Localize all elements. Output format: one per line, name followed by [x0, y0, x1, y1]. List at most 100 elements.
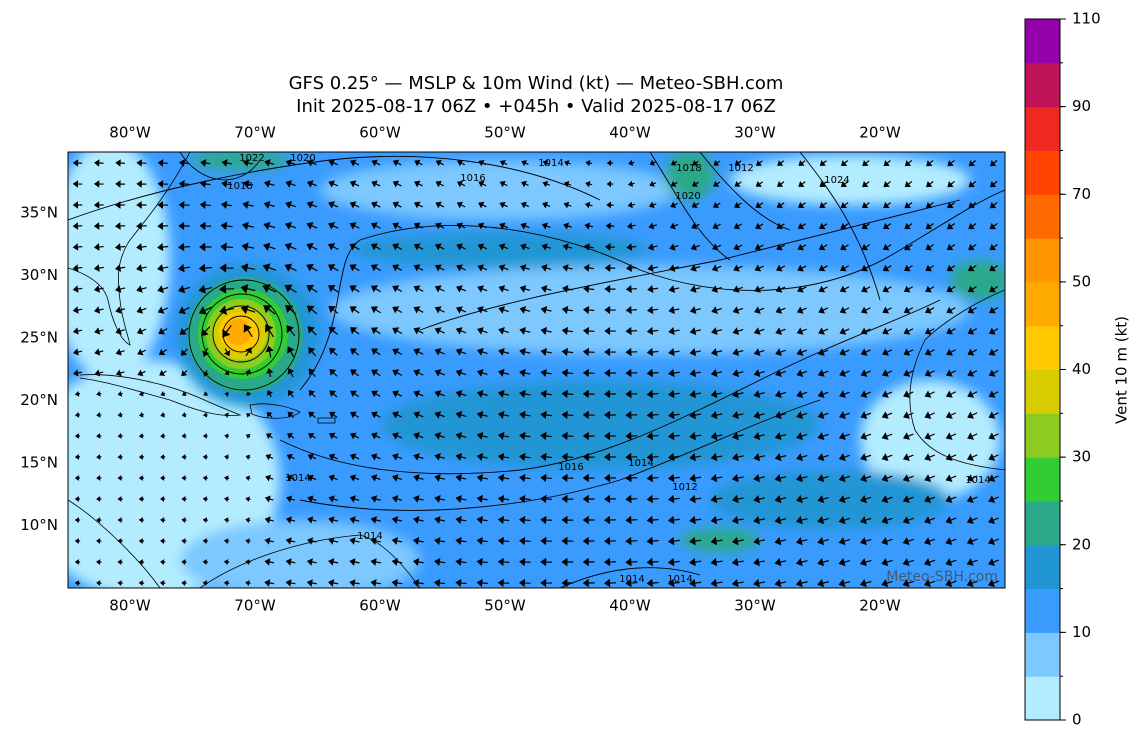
wind-arrow — [434, 515, 446, 524]
wind-arrow — [861, 285, 871, 293]
wind-arrow — [181, 538, 187, 545]
wind-arrow — [646, 452, 659, 462]
wind-arrow — [561, 326, 574, 336]
wind-arrow — [391, 578, 403, 587]
wind-arrow — [74, 475, 81, 481]
wind-arrow — [413, 495, 424, 503]
wind-arrow — [74, 538, 81, 544]
wind-arrow — [266, 390, 273, 398]
wind-arrow — [94, 327, 104, 335]
wind-arrow — [691, 222, 700, 230]
wind-arrow — [246, 413, 251, 418]
wind-arrow — [754, 264, 764, 272]
wind-arrow — [96, 517, 102, 523]
wind-arrow — [329, 432, 338, 440]
wind-arrow — [711, 327, 723, 336]
wind-arrow — [264, 579, 275, 587]
wind-arrow — [860, 495, 872, 504]
wind-arrow — [755, 160, 763, 166]
wind-arrow — [455, 431, 467, 440]
wind-arrow — [946, 285, 956, 293]
wind-arrow — [434, 578, 446, 588]
wind-arrow — [649, 159, 656, 166]
wind-arrow — [413, 390, 424, 398]
wind-arrow — [967, 285, 977, 293]
lon-label: 70°W — [234, 597, 276, 615]
wind-arrow — [263, 180, 275, 188]
contour-label: 1020 — [290, 153, 315, 164]
wind-arrow — [881, 516, 893, 525]
wind-arrow — [625, 410, 638, 420]
wind-arrow — [733, 222, 743, 230]
wind-arrow — [202, 538, 208, 545]
wind-arrow — [349, 306, 360, 314]
lon-label: 80°W — [109, 597, 151, 615]
wind-arrow — [245, 347, 252, 357]
wind-arrow — [180, 348, 188, 356]
wind-arrow — [774, 390, 787, 399]
wind-arrow — [540, 515, 552, 525]
wind-arrow — [93, 222, 104, 230]
wind-arrow — [924, 495, 936, 504]
wind-arrow — [604, 410, 616, 420]
wind-arrow — [774, 536, 787, 546]
wind-arrow — [74, 496, 81, 502]
colorbar-segment — [1025, 676, 1060, 721]
wind-arrow — [413, 516, 424, 524]
wind-arrow — [245, 454, 251, 461]
wind-arrow — [606, 201, 614, 209]
wind-arrow — [521, 180, 529, 188]
wind-arrow — [797, 264, 807, 272]
wind-arrow — [604, 326, 616, 336]
wind-arrow — [328, 180, 339, 188]
wind-arrow — [455, 473, 467, 482]
wind-arrow — [818, 285, 828, 293]
wind-arrow — [182, 391, 187, 396]
wind-arrow — [224, 433, 230, 439]
wind-arrow — [96, 496, 102, 502]
wind-arrow — [519, 285, 531, 293]
wind-arrow — [498, 243, 509, 251]
wind-arrow — [497, 410, 510, 419]
wind-arrow — [731, 515, 744, 525]
wind-arrow — [434, 432, 445, 440]
wind-arrow — [476, 515, 488, 525]
wind-arrow — [93, 285, 104, 293]
wind-arrow — [455, 348, 467, 356]
wind-arrow — [370, 306, 381, 314]
wind-arrow — [349, 579, 360, 587]
wind-arrow — [243, 324, 253, 338]
wind-arrow — [540, 285, 552, 293]
contour-label: 1014 — [285, 473, 310, 484]
wind-arrow — [945, 579, 957, 588]
wind-arrow — [371, 369, 381, 377]
wind-arrow — [74, 454, 81, 460]
wind-arrow — [710, 536, 723, 546]
wind-arrow — [776, 243, 785, 251]
wind-arrow — [646, 431, 659, 441]
wind-arrow — [160, 411, 166, 418]
wind-arrow — [753, 432, 765, 441]
wind-arrow — [265, 433, 273, 440]
wind-arrow — [711, 264, 722, 272]
wind-arrow — [860, 411, 872, 419]
wind-arrow — [732, 390, 744, 399]
wind-arrow — [774, 495, 787, 504]
wind-arrow — [542, 180, 550, 188]
wind-arrow — [667, 536, 680, 546]
wind-arrow — [138, 411, 145, 418]
lon-label: 20°W — [859, 597, 901, 615]
wind-arrow — [117, 390, 123, 397]
wind-arrow — [96, 454, 102, 460]
wind-arrow — [223, 559, 230, 566]
wind-arrow — [138, 496, 144, 502]
wind-arrow — [968, 159, 977, 167]
wind-arrow — [497, 431, 510, 440]
wind-arrow — [967, 327, 977, 335]
wind-arrow — [264, 558, 275, 566]
wind-arrow — [882, 348, 893, 356]
wind-arrow — [181, 559, 187, 566]
wind-arrow — [796, 306, 807, 314]
wind-arrow — [754, 243, 764, 251]
wind-arrow — [242, 159, 254, 167]
